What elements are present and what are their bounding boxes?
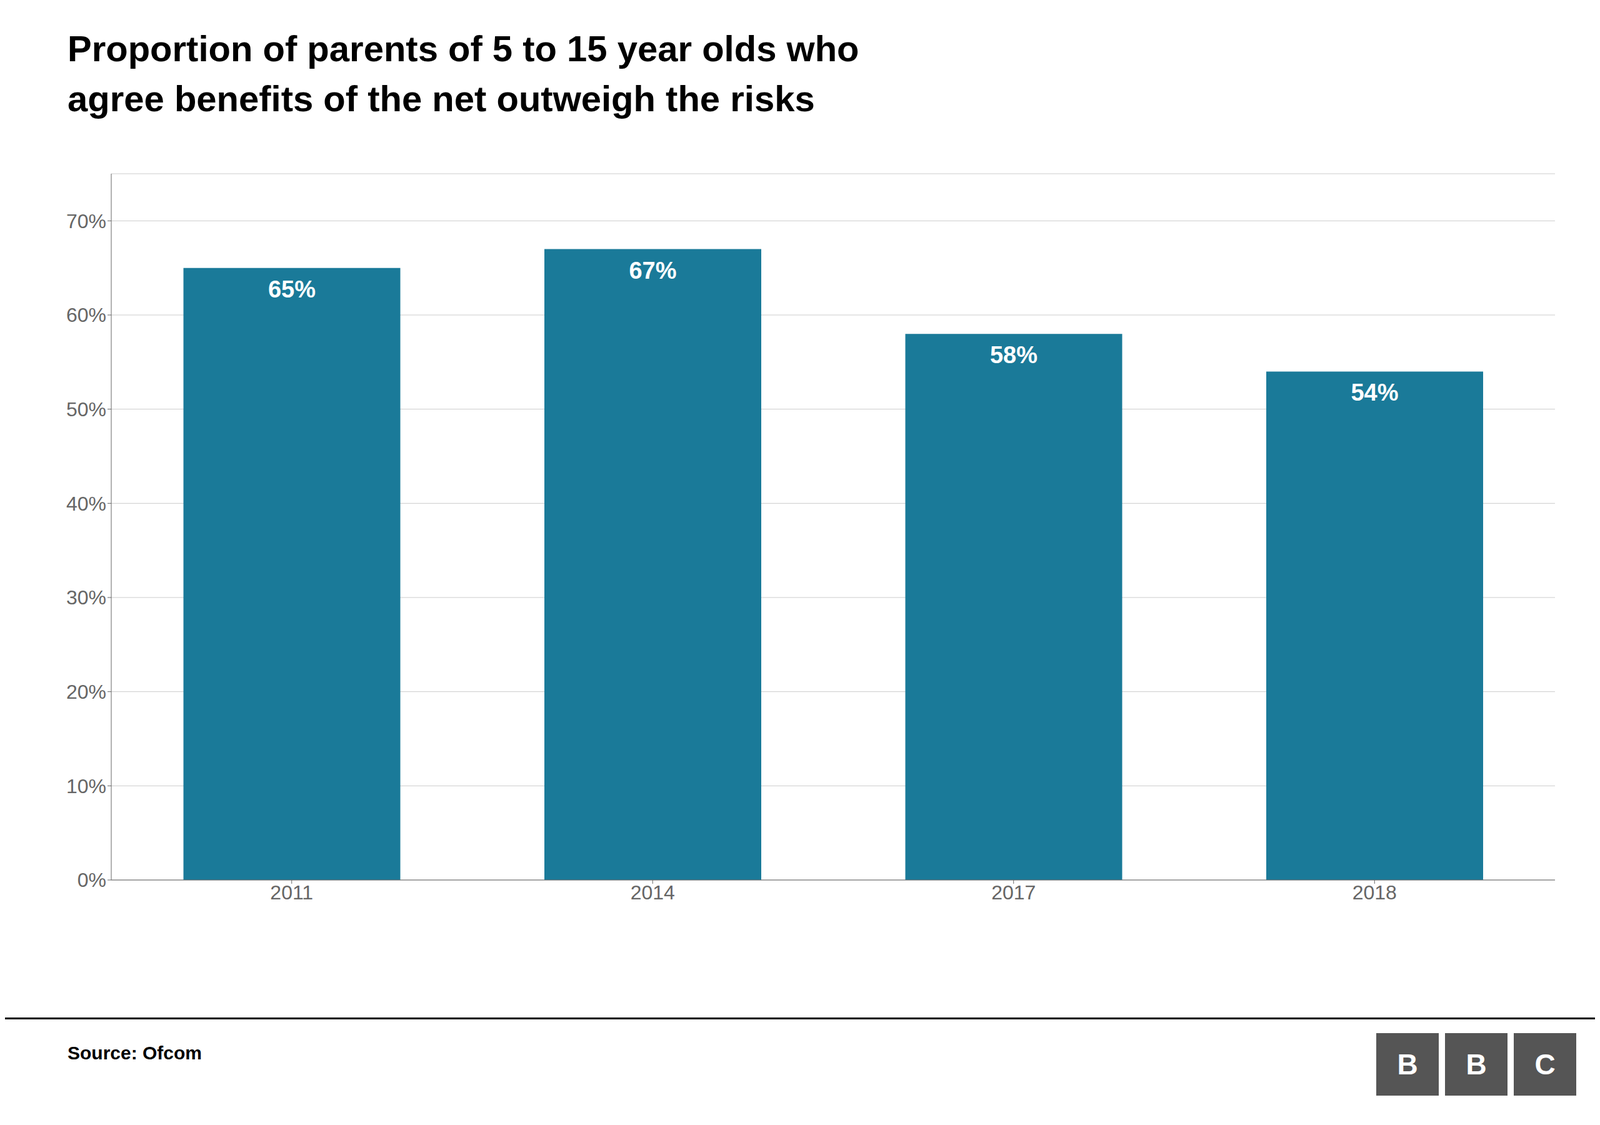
html-text:B: B [1397,1048,1418,1081]
html-text:C: C [1534,1048,1556,1081]
html-text:B: B [1465,1048,1487,1081]
svg-text:50%: 50% [66,398,107,421]
html-text:agree benefits of the net outw: agree benefits of the net outweigh the r… [67,78,815,119]
svg-text:60%: 60% [66,303,107,327]
svg-text:2014: 2014 [630,881,675,904]
svg-text:54%: 54% [1350,379,1399,406]
svg-text:30%: 30% [66,586,107,609]
svg-text:2018: 2018 [1352,881,1397,904]
svg-text:65%: 65% [268,276,316,303]
svg-text:67%: 67% [628,257,677,284]
svg-text:0%: 0% [77,868,107,892]
html-text:Source: Ofcom: Source: Ofcom [67,1042,202,1064]
svg-text:20%: 20% [66,680,107,704]
svg-text:10%: 10% [66,775,107,798]
svg-text:2017: 2017 [991,881,1036,904]
html-text:Proportion of parents of 5 to: Proportion of parents of 5 to 15 year ol… [67,28,860,69]
svg-text:70%: 70% [66,210,107,233]
svg-text:40%: 40% [66,492,107,515]
svg-text:2011: 2011 [270,881,314,904]
svg-text:58%: 58% [990,341,1038,369]
